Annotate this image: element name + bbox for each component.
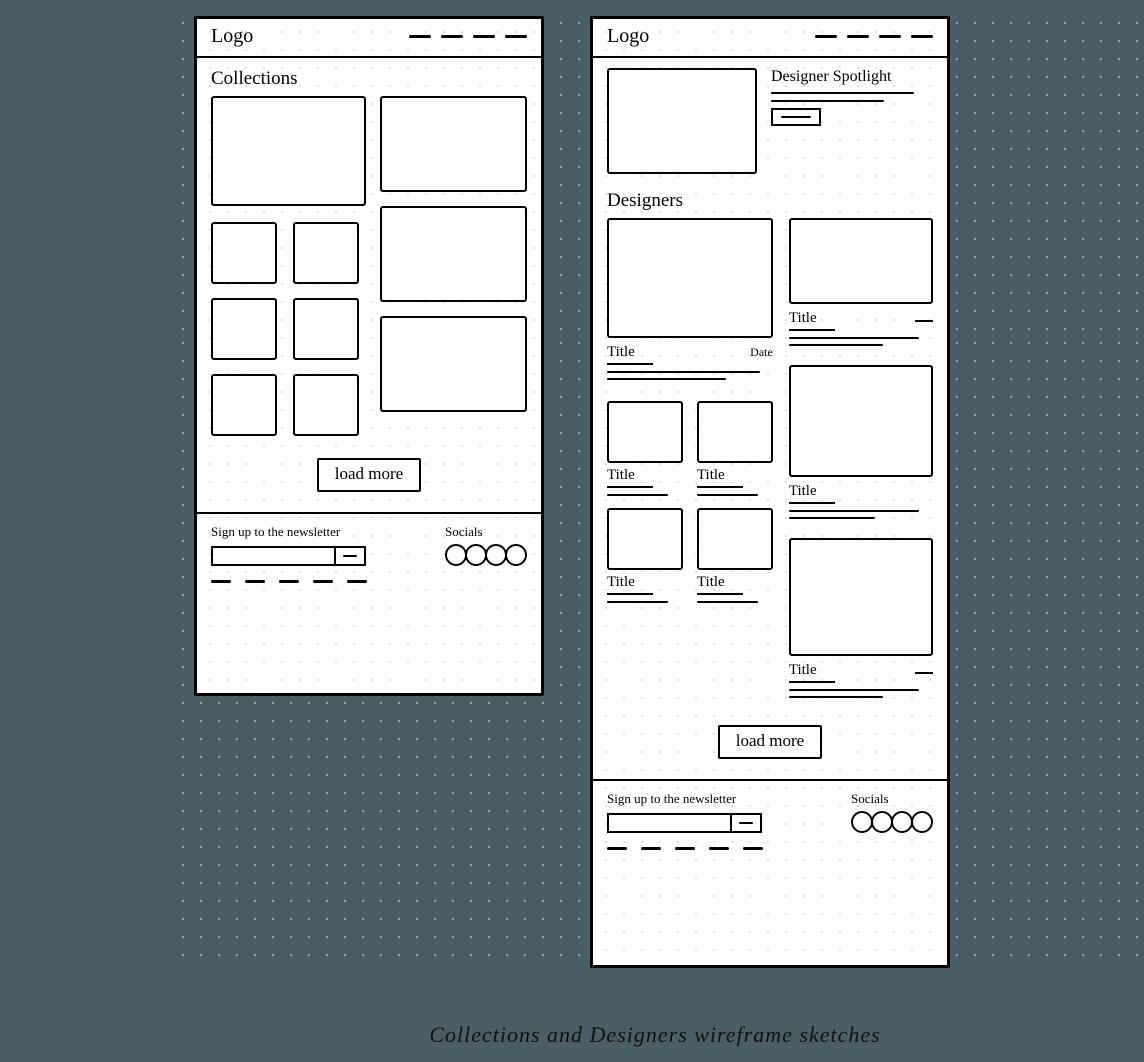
nav-links (815, 35, 933, 38)
card-title: Title (697, 574, 773, 591)
designer-card[interactable]: Title (607, 508, 683, 603)
newsletter-label: Sign up to the newsletter (211, 524, 366, 540)
social-icon[interactable] (891, 811, 913, 833)
collection-image[interactable] (380, 206, 527, 302)
nav-link[interactable] (815, 35, 837, 38)
social-icon[interactable] (465, 544, 487, 566)
social-icon[interactable] (871, 811, 893, 833)
wireframe-collections: Logo Collections (194, 16, 544, 696)
footer-link[interactable] (313, 580, 333, 583)
card-title: Title (607, 574, 683, 591)
wireframe-designers: Logo Designer Spotlight Designers (590, 16, 950, 968)
spotlight-image[interactable] (607, 68, 757, 174)
footer: Sign up to the newsletter Socials (593, 779, 947, 860)
collection-image[interactable] (380, 96, 527, 192)
footer-link[interactable] (641, 847, 661, 850)
nav-link[interactable] (879, 35, 901, 38)
footer-link[interactable] (347, 580, 367, 583)
collection-thumb[interactable] (293, 222, 359, 284)
designer-feature-card[interactable]: Title Date (607, 218, 773, 385)
designer-card[interactable]: Title (789, 538, 933, 703)
load-more-button[interactable]: load more (718, 725, 822, 759)
nav-links (409, 35, 527, 38)
footer: Sign up to the newsletter Socials (197, 512, 541, 593)
collection-thumb[interactable] (211, 298, 277, 360)
social-icon[interactable] (485, 544, 507, 566)
nav-link[interactable] (911, 35, 933, 38)
card-title: Title (789, 310, 835, 327)
designer-card[interactable]: Title (607, 401, 683, 496)
social-icon[interactable] (445, 544, 467, 566)
newsletter-submit-button[interactable] (732, 813, 762, 833)
social-icon[interactable] (851, 811, 873, 833)
nav-link[interactable] (505, 35, 527, 38)
collection-thumb[interactable] (211, 222, 277, 284)
newsletter-submit-button[interactable] (336, 546, 366, 566)
header-bar: Logo (197, 19, 541, 58)
logo-text[interactable]: Logo (607, 25, 649, 48)
collection-thumb[interactable] (293, 298, 359, 360)
footer-links (211, 580, 527, 583)
collections-heading: Collections (211, 68, 527, 90)
footer-link[interactable] (675, 847, 695, 850)
spotlight-cta-button[interactable] (771, 108, 821, 126)
designer-card[interactable]: Title (789, 218, 933, 351)
socials-label: Socials (851, 791, 933, 807)
social-icon[interactable] (505, 544, 527, 566)
footer-link[interactable] (279, 580, 299, 583)
footer-link[interactable] (211, 580, 231, 583)
collection-thumb[interactable] (211, 374, 277, 436)
designers-heading: Designers (607, 190, 933, 212)
footer-link[interactable] (245, 580, 265, 583)
card-title: Title (697, 467, 773, 484)
footer-link[interactable] (743, 847, 763, 850)
logo-text[interactable]: Logo (211, 25, 253, 48)
figure-caption: Collections and Designers wireframe sket… (170, 1022, 1140, 1048)
card-title: Title (789, 662, 835, 679)
designer-card[interactable]: Title (789, 365, 933, 524)
card-title: Title (607, 467, 683, 484)
card-title: Title (607, 344, 653, 361)
footer-link[interactable] (607, 847, 627, 850)
nav-link[interactable] (409, 35, 431, 38)
load-more-button[interactable]: load more (317, 458, 421, 492)
newsletter-input[interactable] (211, 546, 336, 566)
designer-spotlight: Designer Spotlight (607, 68, 933, 174)
footer-links (607, 847, 933, 850)
collection-image[interactable] (380, 316, 527, 412)
social-icon[interactable] (911, 811, 933, 833)
nav-link[interactable] (441, 35, 463, 38)
socials-label: Socials (445, 524, 527, 540)
designer-card[interactable]: Title (697, 401, 773, 496)
newsletter-label: Sign up to the newsletter (607, 791, 762, 807)
card-title: Title (789, 483, 835, 500)
spotlight-heading: Designer Spotlight (771, 68, 933, 86)
nav-link[interactable] (847, 35, 869, 38)
collection-thumb[interactable] (293, 374, 359, 436)
newsletter-input[interactable] (607, 813, 732, 833)
card-date: Date (750, 345, 773, 360)
nav-link[interactable] (473, 35, 495, 38)
header-bar: Logo (593, 19, 947, 58)
footer-link[interactable] (709, 847, 729, 850)
designer-card[interactable]: Title (697, 508, 773, 603)
collection-feature-image[interactable] (211, 96, 366, 206)
